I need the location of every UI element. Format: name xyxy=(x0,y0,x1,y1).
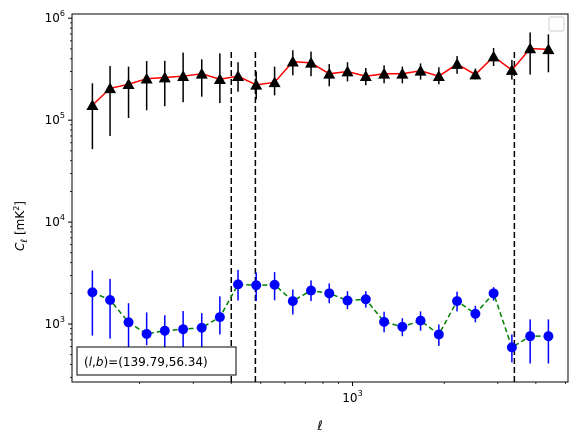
legend-box xyxy=(548,16,565,32)
annotation-comma: , xyxy=(92,355,96,369)
markers xyxy=(86,42,555,353)
series-1-point xyxy=(525,331,536,342)
series-1-point xyxy=(87,287,98,298)
series-0-point xyxy=(524,42,537,54)
series-0-point xyxy=(305,56,318,68)
y-tick-base: 10 xyxy=(45,215,60,229)
vertical-lines xyxy=(230,51,516,382)
series-0-point xyxy=(323,67,336,79)
series-0-point xyxy=(195,67,208,79)
series-0-point xyxy=(122,78,135,90)
y-tick-label: 103 xyxy=(45,315,65,331)
series-1-point xyxy=(324,288,335,299)
series-1-point xyxy=(397,321,408,332)
plot-frame xyxy=(71,13,569,383)
annotation-b: b xyxy=(96,355,104,369)
series-1-point xyxy=(433,329,444,340)
series-1-point xyxy=(360,294,371,305)
coordinate-annotation: (l,b)=(139.79,56.34) xyxy=(76,346,237,376)
y-tick-exp: 4 xyxy=(60,213,65,222)
series-1-point xyxy=(342,295,353,306)
series-0-point xyxy=(432,70,445,81)
x-tick-base: 10 xyxy=(342,391,357,405)
series-0-point xyxy=(232,70,245,81)
series-0-point xyxy=(213,73,226,85)
y-axis-label: Cℓ [mK2] xyxy=(12,201,30,251)
series-1-point xyxy=(415,315,426,326)
series-1-point xyxy=(488,288,499,299)
series-0-point xyxy=(140,72,153,84)
series-1-point xyxy=(379,316,390,327)
series-1-point xyxy=(306,285,317,296)
series-1-point xyxy=(141,328,152,339)
y-label-symbol: C xyxy=(13,242,27,251)
series-1-point xyxy=(123,317,134,328)
x-axis-ticks: 103 xyxy=(139,382,566,405)
series-0-point xyxy=(286,55,299,67)
y-tick-base: 10 xyxy=(45,317,60,331)
y-tick-label: 105 xyxy=(45,111,65,127)
series-0-point xyxy=(469,68,482,80)
series-0-point xyxy=(158,71,171,83)
series-1-point xyxy=(506,342,517,353)
x-axis-label: ℓ xyxy=(316,419,322,434)
series-0-point xyxy=(487,50,500,62)
series-1-point xyxy=(452,296,463,307)
svg-text:Cℓ [mK2]: Cℓ [mK2] xyxy=(12,201,30,251)
series-0-point xyxy=(378,67,391,79)
series-1-point xyxy=(287,296,298,307)
y-label-subscript: ℓ xyxy=(20,239,30,244)
y-label-unit-close: ] xyxy=(13,201,27,206)
series-1-point xyxy=(159,325,170,336)
series-1-point xyxy=(251,280,262,291)
series-1-point xyxy=(543,331,554,342)
annotation-l: l xyxy=(89,355,93,369)
y-label-unit-sup: 2 xyxy=(12,206,21,211)
series-1-point xyxy=(178,324,189,335)
series-0-point xyxy=(414,64,427,76)
y-tick-base: 10 xyxy=(45,11,60,25)
series-1-point xyxy=(470,308,481,319)
plot-area xyxy=(72,14,568,382)
annotation-values: )=(139.79,56.34) xyxy=(103,355,207,369)
annotation-open: ( xyxy=(84,355,89,369)
y-tick-base: 10 xyxy=(45,113,60,127)
y-tick-exp: 5 xyxy=(60,111,65,120)
series-0-point xyxy=(396,67,409,79)
series-0-point xyxy=(359,70,372,81)
series-1-point xyxy=(233,279,244,290)
x-tick-exp: 3 xyxy=(358,389,363,398)
y-label-unit: [mK xyxy=(13,210,27,235)
x-tick-label: 103 xyxy=(342,389,362,405)
y-tick-exp: 3 xyxy=(60,315,65,324)
series-0-point xyxy=(86,99,99,111)
y-tick-label: 104 xyxy=(45,213,65,229)
series-0-point xyxy=(104,82,117,94)
series-0-point xyxy=(542,43,555,55)
series-0-point xyxy=(177,70,190,81)
y-tick-label: 106 xyxy=(45,9,65,25)
y-tick-exp: 6 xyxy=(60,9,65,18)
series-0-point xyxy=(451,58,464,69)
series-0-point xyxy=(505,64,518,75)
series-0-point xyxy=(341,65,354,77)
svg-text:(l,b)=(139.79,56.34): (l,b)=(139.79,56.34) xyxy=(84,355,208,369)
series-1-point xyxy=(196,322,207,333)
series-1-point xyxy=(105,295,116,306)
series-0-point xyxy=(250,78,263,90)
series-1-point xyxy=(269,279,280,290)
series-0-point xyxy=(268,76,281,88)
series-1-point xyxy=(214,312,225,323)
